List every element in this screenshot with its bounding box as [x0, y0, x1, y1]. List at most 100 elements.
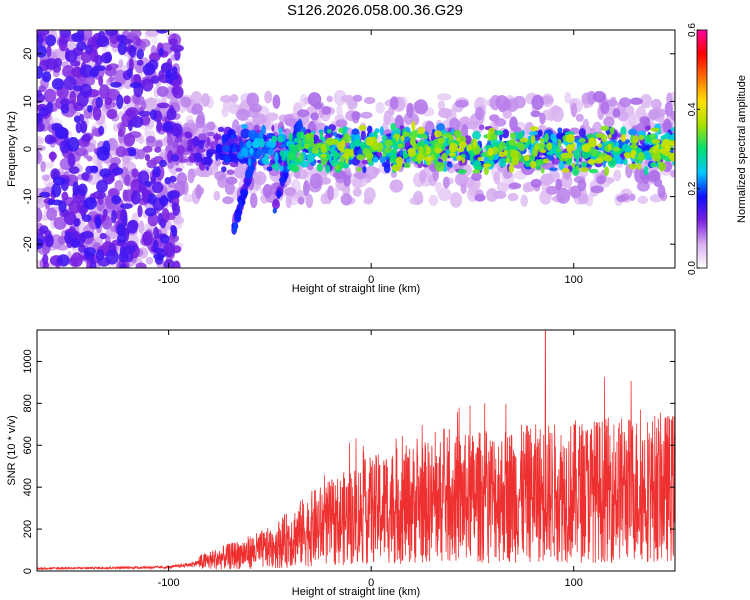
- heatmap-cell: [261, 124, 266, 135]
- heatmap-cell: [434, 147, 443, 154]
- heatmap-cell: [83, 197, 97, 210]
- heatmap-cell: [170, 44, 184, 53]
- heatmap-cell: [123, 95, 131, 105]
- heatmap-cell: [277, 135, 284, 143]
- heatmap-cell: [321, 106, 332, 115]
- heatmap-cell: [322, 177, 332, 185]
- heatmap-cell: [364, 165, 379, 180]
- heatmap-cell: [90, 166, 99, 174]
- heatmap-cell: [546, 142, 553, 151]
- heatmap-cell: [154, 146, 162, 153]
- heatmap-cell: [226, 169, 235, 175]
- y-tick-label: 600: [22, 436, 34, 454]
- heatmap-cell: [382, 150, 387, 158]
- heatmap-cell: [95, 249, 105, 261]
- heatmap-cell: [105, 249, 119, 265]
- heatmap-cell: [506, 157, 510, 164]
- heatmap-cell: [149, 109, 157, 120]
- heatmap-cell: [365, 152, 374, 159]
- heatmap-cell: [207, 131, 215, 137]
- heatmap-cell: [498, 105, 507, 113]
- heatmap-cell: [40, 160, 46, 173]
- heatmap-cell: [628, 113, 637, 128]
- heatmap-cell: [319, 130, 324, 141]
- heatmap-cell: [119, 263, 127, 268]
- heatmap-cell: [166, 190, 180, 199]
- heatmap-cell: [612, 146, 621, 152]
- heatmap-cell: [588, 168, 599, 174]
- heatmap-cell: [246, 140, 252, 148]
- heatmap-cell: [65, 50, 78, 63]
- heatmap-cell: [99, 84, 110, 99]
- heatmap-cell: [342, 152, 349, 158]
- x-tick-label: 0: [368, 577, 374, 589]
- x-tick-label: -100: [158, 577, 180, 589]
- heatmap-cell: [338, 127, 344, 134]
- heatmap-cell: [642, 172, 650, 185]
- heatmap-cell: [502, 170, 513, 179]
- heatmap-cell: [372, 156, 379, 163]
- heatmap-cell: [360, 130, 366, 141]
- heatmap-cell: [229, 94, 239, 103]
- heatmap-cell: [637, 195, 649, 205]
- heatmap-cell: [144, 207, 157, 217]
- heatmap-cell: [123, 133, 135, 147]
- heatmap-cell: [608, 133, 612, 139]
- heatmap-cell: [324, 164, 331, 174]
- heatmap-cell: [164, 177, 172, 185]
- heatmap-cell: [73, 218, 80, 228]
- heatmap-cell: [403, 131, 410, 137]
- heatmap-cell: [507, 192, 519, 202]
- heatmap-cell: [545, 185, 559, 195]
- heatmap-cell: [271, 135, 278, 143]
- heatmap-cell: [381, 134, 388, 142]
- heatmap-cell: [449, 142, 458, 153]
- heatmap-cell: [146, 159, 157, 169]
- heatmap-cell: [156, 119, 162, 133]
- heatmap-cell: [94, 215, 102, 229]
- heatmap-cell: [60, 103, 70, 114]
- heatmap-cell: [176, 145, 185, 155]
- heatmap-cell: [160, 234, 170, 244]
- x-tick-label: 100: [565, 577, 583, 589]
- heatmap-cell: [264, 153, 269, 164]
- heatmap-cell: [195, 165, 210, 177]
- heatmap-cell: [596, 175, 606, 185]
- heatmap-cell: [509, 132, 517, 140]
- heatmap-cell: [312, 143, 323, 149]
- heatmap-cell: [561, 168, 570, 173]
- heatmap-cell: [137, 204, 143, 218]
- heatmap-cell: [567, 151, 573, 159]
- heatmap-cell: [152, 166, 161, 178]
- heatmap-cell: [120, 203, 133, 210]
- heatmap-cell: [571, 162, 576, 168]
- heatmap-cell: [249, 192, 258, 209]
- heatmap-cell: [365, 136, 375, 146]
- heatmap-cell: [340, 139, 346, 149]
- heatmap-cell: [51, 78, 65, 90]
- heatmap-cell: [332, 138, 339, 145]
- heatmap-cell: [224, 181, 235, 195]
- heatmap-cell: [389, 179, 404, 193]
- heatmap-cell: [442, 176, 450, 189]
- heatmap-cell: [356, 167, 362, 172]
- heatmap-cell: [529, 126, 539, 132]
- heatmap-cell: [285, 117, 298, 127]
- heatmap-cell: [417, 126, 425, 135]
- heatmap-cell: [288, 132, 293, 143]
- heatmap-cell: [404, 162, 411, 169]
- heatmap-cell: [390, 170, 397, 178]
- heatmap-cell: [144, 154, 151, 162]
- heatmap-cell: [358, 124, 367, 131]
- heatmap-cell: [86, 155, 93, 162]
- heatmap-cell: [206, 137, 211, 147]
- heatmap-cell: [333, 170, 347, 180]
- heatmap-cell: [77, 183, 88, 196]
- x-axis-label: Height of straight line (km): [292, 586, 420, 598]
- heatmap-cell: [320, 153, 327, 158]
- heatmap-cell: [524, 154, 530, 161]
- heatmap-cell: [244, 168, 253, 180]
- heatmap-cell: [74, 147, 88, 157]
- heatmap-cell: [590, 185, 604, 194]
